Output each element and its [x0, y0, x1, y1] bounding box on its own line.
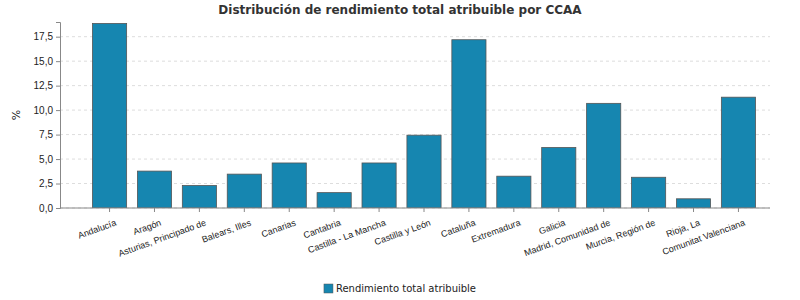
x-tick-label: Murcia, Región de [585, 218, 657, 252]
bar [452, 40, 486, 208]
legend: Rendimiento total atribuible [324, 283, 476, 294]
x-tick-mark [154, 208, 155, 212]
y-tick: 7,5 [39, 129, 60, 140]
y-tick-mark [56, 86, 60, 87]
x-tick-mark [513, 208, 514, 212]
x-tick-mark [424, 208, 425, 212]
bar [182, 185, 216, 208]
bar [721, 97, 755, 208]
y-tick: 15,0 [34, 56, 60, 67]
y-tick-label: 17,5 [34, 31, 54, 42]
x-tick-mark [379, 208, 380, 212]
bar [317, 193, 351, 208]
y-tick-label: 0,0 [39, 203, 53, 214]
y-tick-mark [56, 37, 60, 38]
y-tick-label: 5,0 [39, 154, 53, 165]
x-tick-mark [738, 208, 739, 212]
x-tick-label: Extremadura [470, 218, 522, 245]
legend-swatch [324, 284, 333, 293]
y-tick-label: 10,0 [34, 105, 54, 116]
x-tick: Canarias [260, 208, 298, 239]
bar [92, 23, 126, 208]
y-tick-mark [56, 61, 60, 62]
x-tick: Murcia, Región de [585, 208, 657, 252]
x-tick-mark [334, 208, 335, 212]
x-axis-line [60, 208, 770, 209]
y-tick-mark [56, 110, 60, 111]
bar [272, 163, 306, 208]
bar [227, 174, 261, 208]
y-tick: 12,5 [34, 80, 60, 91]
x-tick-label: Comunitat Valenciana [661, 218, 747, 257]
bar [137, 171, 171, 208]
y-tick-label: 7,5 [39, 129, 53, 140]
grid-line [60, 61, 770, 62]
y-tick: 2,5 [39, 178, 60, 189]
x-tick-label: Andalucía [77, 218, 118, 241]
x-tick-mark [468, 208, 469, 212]
y-tick-mark [56, 159, 60, 160]
x-tick: Extremadura [470, 208, 522, 245]
y-tick-label: 2,5 [39, 178, 53, 189]
bars [92, 23, 755, 208]
x-tick: Madrid, Comunidad de [523, 208, 612, 258]
x-tick: Castilla - La Mancha [307, 208, 388, 255]
x-tick-mark [199, 208, 200, 212]
x-tick-label: Castilla y León [373, 218, 432, 248]
x-tick-mark [109, 208, 110, 212]
bar [632, 177, 666, 208]
y-tick-mark [56, 184, 60, 185]
y-tick: 5,0 [39, 154, 60, 165]
y-tick-mark [56, 135, 60, 136]
x-tick: Andalucía [77, 208, 118, 241]
grid-line [60, 36, 770, 37]
y-tick-mark [56, 208, 60, 209]
y-axis: 0,0 2,5 5,0 7,5 10,0 12,5 15,0 17,5 [34, 23, 61, 214]
bar [497, 176, 531, 208]
x-tick: Galicia [537, 208, 566, 236]
y-tick-label: 12,5 [34, 80, 54, 91]
x-tick-mark [289, 208, 290, 212]
y-tick: 0,0 [39, 203, 60, 214]
bar [542, 148, 576, 208]
x-tick: Castilla y León [373, 208, 432, 247]
y-axis-line [56, 23, 61, 209]
x-tick: Aragón [132, 208, 163, 237]
bar [407, 135, 441, 208]
x-tick-mark [648, 208, 649, 212]
x-tick: Asturias, Principado de [117, 208, 207, 259]
x-tick-label: Balears, Illes [200, 217, 252, 244]
x-tick-mark [603, 208, 604, 212]
x-tick-mark [558, 208, 559, 212]
grid-line [60, 208, 770, 209]
bar [362, 163, 396, 208]
grid-line [60, 85, 770, 86]
x-axis: Andalucía AragónAsturias, Principado deBa… [60, 208, 770, 259]
y-tick: 10,0 [34, 105, 60, 116]
x-tick: Comunitat Valenciana [661, 208, 747, 257]
y-tick: 17,5 [34, 31, 60, 42]
legend-label: Rendimiento total atribuible [336, 283, 476, 294]
chart: 0,0 2,5 5,0 7,5 10,0 12,5 15,0 17,5 Andalucía Ara… [0, 0, 800, 300]
grid-line [60, 110, 770, 111]
x-tick: Balears, Illes [200, 208, 252, 245]
bar [587, 103, 621, 208]
title: Distribución de rendimiento total atribu… [218, 3, 582, 17]
grid [60, 37, 770, 208]
x-tick-label: Asturias, Principado de [117, 218, 207, 259]
y-tick-label: 15,0 [34, 56, 54, 67]
y-axis-title: % [10, 110, 23, 120]
bar [676, 199, 710, 208]
x-tick-mark [244, 208, 245, 212]
x-tick-label: Canarias [260, 217, 298, 239]
x-tick-mark [693, 208, 694, 212]
